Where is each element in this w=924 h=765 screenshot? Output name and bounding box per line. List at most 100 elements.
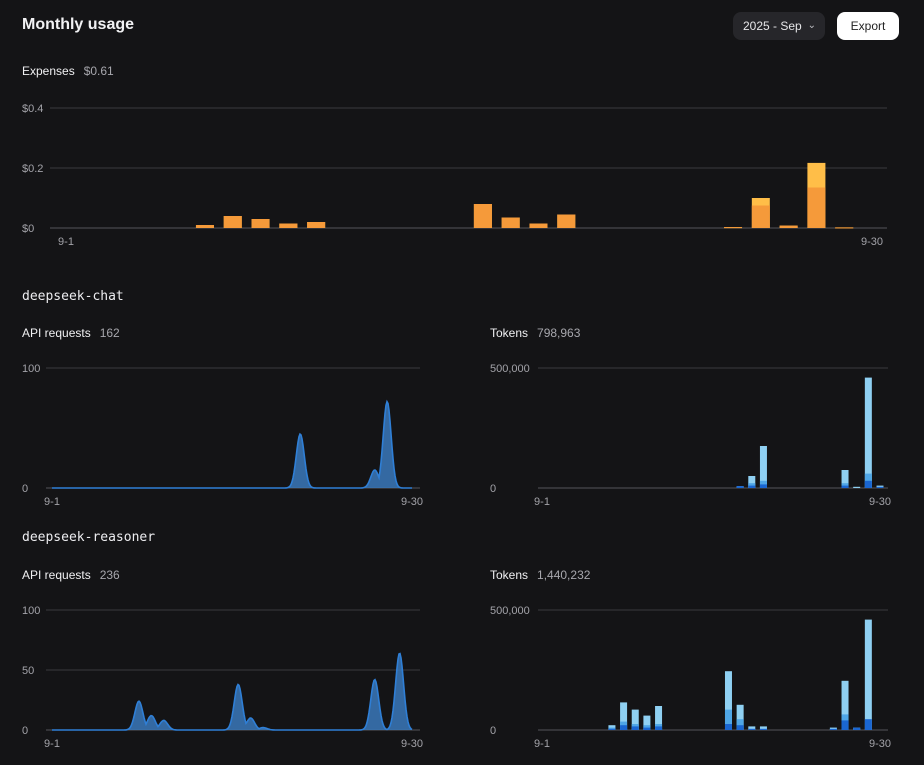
bar[interactable]: [279, 223, 298, 229]
y-tick-label: $0: [22, 223, 34, 235]
y-tick-label: 0: [490, 725, 496, 737]
bar[interactable]: [748, 726, 756, 730]
reasoner-requests-value: 236: [99, 568, 120, 582]
bar[interactable]: [759, 446, 767, 488]
bar[interactable]: [853, 727, 861, 730]
chat-tokens-value: 798,963: [537, 326, 581, 340]
series-line[interactable]: [52, 652, 413, 731]
export-button[interactable]: Export: [837, 12, 899, 40]
bar[interactable]: [557, 214, 576, 229]
model-name-reasoner: deepseek-reasoner: [22, 530, 156, 545]
chat-requests-marks: [52, 399, 412, 489]
bar[interactable]: [736, 725, 744, 730]
bar[interactable]: [643, 725, 651, 730]
bar[interactable]: [501, 217, 520, 229]
chat-requests-label: API requests: [22, 326, 91, 340]
x-tick-label: 9-1: [44, 738, 60, 750]
bar[interactable]: [643, 715, 651, 730]
bar[interactable]: [620, 725, 628, 730]
bar[interactable]: [748, 485, 756, 488]
bar[interactable]: [864, 473, 872, 488]
bar[interactable]: [829, 728, 837, 730]
bar[interactable]: [655, 726, 663, 730]
reasoner-tokens-labels: 0 500,000 9-1 9-30: [490, 605, 891, 750]
reasoner-requests-marks: [52, 652, 413, 731]
bar[interactable]: [876, 486, 884, 488]
y-tick-label: $0.4: [22, 103, 43, 115]
y-tick-label: 0: [490, 483, 496, 495]
bar[interactable]: [631, 709, 639, 730]
bar[interactable]: [724, 227, 743, 229]
expenses-chart: $0 $0.2 $0.4 9-1 9-30: [22, 103, 887, 248]
bar[interactable]: [473, 204, 492, 228]
x-tick-label: 9-1: [534, 738, 550, 750]
x-tick-label: 9-30: [401, 496, 423, 508]
expenses-label: Expenses: [22, 64, 75, 78]
bar[interactable]: [751, 205, 770, 229]
bar[interactable]: [608, 727, 616, 730]
reasoner-requests-chart: 0 50 100 9-1 9-30: [22, 605, 423, 750]
series-line[interactable]: [52, 399, 412, 489]
bar[interactable]: [620, 702, 628, 730]
bar[interactable]: [251, 219, 270, 228]
chat-requests-value: 162: [99, 326, 120, 340]
bar[interactable]: [864, 480, 872, 488]
bar[interactable]: [223, 216, 242, 228]
bar[interactable]: [736, 486, 744, 488]
bar[interactable]: [631, 726, 639, 730]
y-tick-label: 100: [22, 605, 40, 617]
bar[interactable]: [724, 709, 732, 730]
bar[interactable]: [841, 485, 849, 488]
bar[interactable]: [307, 222, 326, 228]
bar[interactable]: [829, 727, 837, 730]
y-tick-label: 0: [22, 483, 28, 495]
chat-tokens-marks: [736, 377, 884, 488]
reasoner-requests-labels: 0 50 100 9-1 9-30: [22, 605, 423, 750]
x-tick-label: 9-1: [534, 496, 550, 508]
chat-requests-metric: API requests 162: [22, 326, 120, 340]
reasoner-requests-label: API requests: [22, 568, 91, 582]
reasoner-tokens-gridlines: [538, 609, 888, 731]
bar[interactable]: [608, 725, 616, 730]
x-tick-label: 9-30: [869, 496, 891, 508]
expenses-value: $0.61: [83, 64, 114, 78]
bar[interactable]: [864, 619, 872, 730]
chat-requests-gridlines: [46, 367, 420, 489]
bar[interactable]: [841, 720, 849, 730]
bar[interactable]: [195, 225, 214, 228]
bar[interactable]: [724, 724, 732, 730]
chat-tokens-metric: Tokens 798,963: [490, 326, 580, 340]
y-tick-label: 0: [22, 725, 28, 737]
chat-tokens-label: Tokens: [490, 326, 529, 340]
bar[interactable]: [643, 727, 651, 730]
bar[interactable]: [835, 227, 854, 229]
bar[interactable]: [841, 680, 849, 730]
bar[interactable]: [759, 726, 767, 730]
y-tick-label: 500,000: [490, 605, 530, 617]
expenses-gridlines: [50, 107, 887, 229]
bar[interactable]: [779, 225, 798, 228]
bar[interactable]: [608, 728, 616, 730]
bar[interactable]: [736, 719, 744, 730]
bar[interactable]: [853, 486, 861, 488]
bar[interactable]: [807, 187, 826, 229]
month-selector[interactable]: 2025 - Sep ⌄: [733, 12, 825, 40]
bar[interactable]: [529, 223, 548, 229]
bar[interactable]: [748, 476, 756, 488]
bar[interactable]: [841, 470, 849, 488]
chat-tokens-labels: 0 500,000 9-1 9-30: [490, 363, 891, 508]
reasoner-tokens-value: 1,440,232: [537, 568, 591, 582]
bar[interactable]: [759, 728, 767, 730]
expenses-bars: [195, 162, 854, 229]
chat-tokens-chart: 0 500,000 9-1 9-30: [490, 363, 891, 508]
bar[interactable]: [864, 719, 872, 730]
x-tick-label: 9-30: [401, 738, 423, 750]
bar[interactable]: [724, 671, 732, 730]
bar[interactable]: [748, 728, 756, 730]
bar[interactable]: [655, 706, 663, 730]
bar[interactable]: [736, 704, 744, 730]
bar[interactable]: [759, 484, 767, 488]
chat-tokens-gridlines: [538, 367, 888, 489]
bar[interactable]: [864, 377, 872, 488]
bar[interactable]: [876, 485, 884, 488]
